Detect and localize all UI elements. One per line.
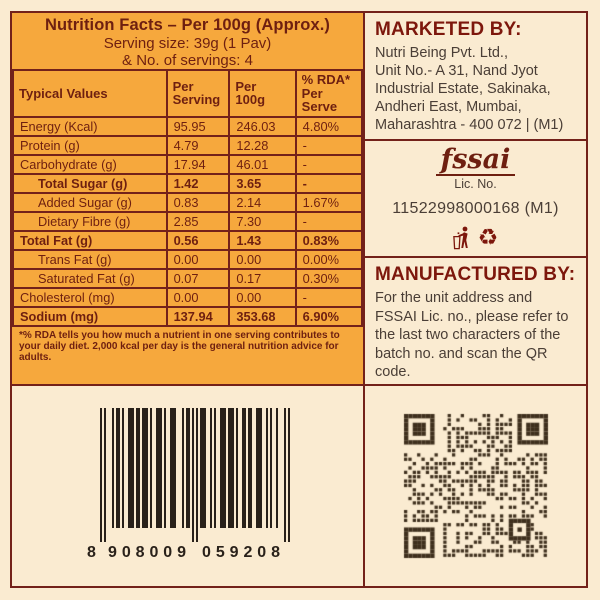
marketed-by-section: MARKETED BY: Nutri Being Pvt. Ltd., Unit …	[365, 13, 586, 141]
address-line: Unit No.- A 31, Nand Jyot	[375, 63, 538, 79]
packaging-icons-row: ♻	[365, 224, 586, 250]
fssai-lic-number: 11522998000168 (M1)	[392, 200, 559, 217]
table-row: Added Sugar (g) 0.83 2.14 1.67%	[12, 191, 363, 213]
value-rda: -	[294, 172, 363, 194]
tidyman-icon	[452, 226, 468, 250]
value-per-100g: 246.03	[228, 115, 297, 137]
value-per-100g: 12.28	[228, 134, 297, 156]
table-row: Total Sugar (g) 1.42 3.65-	[12, 172, 363, 194]
value-rda: 0.83%	[294, 229, 363, 251]
table-row: Sodium (mg) 137.94 353.68 6.90%	[12, 305, 363, 327]
label-left-column: Nutrition Facts – Per 100g (Approx.) Ser…	[12, 13, 365, 586]
manufactured-by-section: MANUFACTURED BY: For the unit address an…	[365, 258, 586, 386]
value-rda: 4.80%	[294, 115, 363, 137]
nutrient-label: Energy (Kcal)	[12, 115, 168, 137]
rda-footnote: *% RDA tells you how much a nutrient in …	[19, 329, 340, 364]
label-right-column: MARKETED BY: Nutri Being Pvt. Ltd., Unit …	[365, 13, 586, 586]
value-per-serving: 2.85	[165, 210, 231, 232]
nutrient-label: Cholesterol (mg)	[12, 286, 168, 308]
value-per-serving: 0.83	[165, 191, 231, 213]
table-row: Carbohydrate (g) 17.94 46.01-	[12, 153, 363, 175]
address-line: Maharashtra - 400 072 | (M1)	[375, 117, 564, 133]
column-header-per-serving: Per Serving	[165, 69, 231, 118]
value-per-serving: 0.56	[165, 229, 231, 251]
barcode: 8 908009 059208	[86, 407, 290, 565]
value-per-100g: 0.17	[228, 267, 297, 289]
nutrient-label: Total Fat (g)	[12, 229, 168, 251]
table-row: Dietary Fibre (g) 2.85 7.30-	[12, 210, 363, 232]
nutrient-label: Carbohydrate (g)	[12, 153, 168, 175]
value-rda: 0.00%	[294, 248, 363, 270]
table-row: Trans Fat (g) 0.00 0.00 0.00%	[12, 248, 363, 270]
value-per-100g: 3.65	[228, 172, 297, 194]
column-header-typical-values: Typical Values	[12, 69, 168, 118]
nutrition-table-body: Energy (Kcal) 95.95 246.03 4.80% Protein (g)…	[12, 115, 363, 327]
serving-size-text: Serving size: 39g (1 Pav)	[103, 35, 272, 52]
value-rda: -	[294, 134, 363, 156]
column-header-rda: % RDA* Per Serve	[294, 69, 363, 118]
value-rda: 1.67%	[294, 191, 363, 213]
manufactured-by-text: For the unit address and FSSAI Lic. no.,…	[375, 290, 569, 380]
manufactured-by-heading: MANUFACTURED BY:	[375, 264, 576, 285]
table-row: Total Fat (g) 0.56 1.43 0.83%	[12, 229, 363, 251]
nutrient-label: Added Sugar (g)	[12, 191, 168, 213]
fssai-section: fssai Lic. No. 11522998000168 (M1) ♻	[365, 141, 586, 258]
value-rda: -	[294, 153, 363, 175]
value-per-serving: 17.94	[165, 153, 231, 175]
value-per-serving: 0.07	[165, 267, 231, 289]
address-line: Industrial Estate, Sakinaka,	[375, 81, 551, 97]
value-per-100g: 1.43	[228, 229, 297, 251]
value-per-100g: 353.68	[228, 305, 297, 327]
value-per-serving: 95.95	[165, 115, 231, 137]
svg-text:8: 8	[87, 544, 96, 560]
nutrient-label: Saturated Fat (g)	[12, 267, 168, 289]
value-per-100g: 0.00	[228, 286, 297, 308]
recycle-icon: ♻	[477, 225, 499, 251]
value-per-serving: 0.00	[165, 286, 231, 308]
value-per-100g: 0.00	[228, 248, 297, 270]
value-rda: -	[294, 286, 363, 308]
fssai-lic-label: Lic. No.	[454, 177, 497, 191]
nutrient-label: Dietary Fibre (g)	[12, 210, 168, 232]
package-label: Nutrition Facts – Per 100g (Approx.) Ser…	[10, 11, 588, 588]
nutrition-title: Nutrition Facts – Per 100g (Approx.)	[44, 16, 331, 34]
table-row: Saturated Fat (g) 0.07 0.17 0.30%	[12, 267, 363, 289]
value-per-serving: 1.42	[165, 172, 231, 194]
nutrition-table: Typical Values Per Serving Per 100g % RD…	[12, 69, 363, 327]
table-row: Protein (g) 4.79 12.28-	[12, 134, 363, 156]
table-row: Energy (Kcal) 95.95 246.03 4.80%	[12, 115, 363, 137]
value-per-100g: 46.01	[228, 153, 297, 175]
nutrient-label: Trans Fat (g)	[12, 248, 168, 270]
qr-code	[400, 411, 551, 561]
value-per-serving: 4.79	[165, 134, 231, 156]
value-rda: 6.90%	[294, 305, 363, 327]
nutrient-label: Total Sugar (g)	[12, 172, 168, 194]
value-per-100g: 7.30	[228, 210, 297, 232]
value-per-serving: 0.00	[165, 248, 231, 270]
svg-text:908009: 908009	[108, 544, 186, 560]
svg-text:059208: 059208	[202, 544, 280, 560]
address-line: Andheri East, Mumbai,	[375, 99, 522, 115]
barcode-section: 8 908009 059208	[12, 386, 363, 586]
value-per-100g: 2.14	[228, 191, 297, 213]
value-rda: 0.30%	[294, 267, 363, 289]
nutrition-table-header-row: Typical Values Per Serving Per 100g % RD…	[12, 69, 363, 118]
column-header-per-100g: Per 100g	[228, 69, 297, 118]
nutrient-label: Sodium (mg)	[12, 305, 168, 327]
fssai-logo: fssai	[435, 146, 516, 176]
nutrition-title-block: Nutrition Facts – Per 100g (Approx.) Ser…	[12, 13, 363, 69]
value-per-serving: 137.94	[165, 305, 231, 327]
marketed-by-address: Nutri Being Pvt. Ltd., Unit No.- A 31, Na…	[375, 44, 576, 134]
address-line: Nutri Being Pvt. Ltd.,	[375, 45, 508, 61]
table-row: Cholesterol (mg) 0.00 0.00-	[12, 286, 363, 308]
servings-count-text: & No. of servings: 4	[122, 52, 253, 69]
nutrition-facts-panel: Nutrition Facts – Per 100g (Approx.) Ser…	[12, 13, 363, 386]
value-rda: -	[294, 210, 363, 232]
nutrient-label: Protein (g)	[12, 134, 168, 156]
marketed-by-heading: MARKETED BY:	[375, 19, 522, 40]
qr-section	[365, 386, 586, 586]
